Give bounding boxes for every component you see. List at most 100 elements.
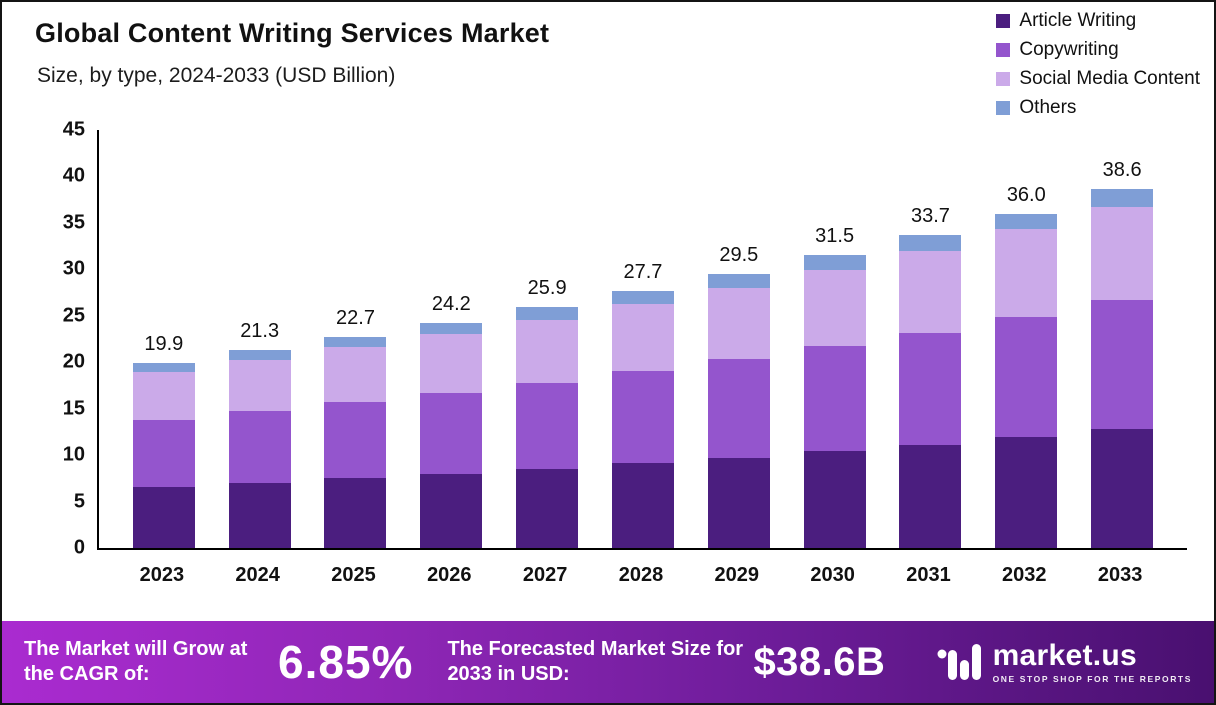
bar-segment-article-writing xyxy=(420,473,483,548)
bar-segment-copywriting xyxy=(995,316,1058,438)
stacked-bar-2031: 33.7 xyxy=(899,205,962,548)
bar-segment-social-media-content xyxy=(516,319,579,383)
bar-segment-article-writing xyxy=(516,469,579,548)
y-axis-tick: 45 xyxy=(62,118,85,141)
y-axis-tick: 20 xyxy=(62,350,85,373)
bar-segment-others xyxy=(707,274,770,288)
bar-segment-social-media-content xyxy=(228,360,291,412)
x-axis-label: 2023 xyxy=(139,564,185,586)
x-axis-label: 2028 xyxy=(618,564,664,586)
bar-segment-article-writing xyxy=(228,482,291,548)
marketus-logo-text: market.us xyxy=(992,638,1138,672)
bar-stack xyxy=(420,323,483,548)
bar-stack xyxy=(899,235,962,548)
bar-segment-copywriting xyxy=(1091,300,1154,430)
bar-total-label: 38.6 xyxy=(1102,159,1142,182)
bar-segment-others xyxy=(516,307,579,320)
stacked-bar-2024: 21.3 xyxy=(228,320,291,548)
bar-segment-social-media-content xyxy=(324,347,387,403)
bottom-banner: The Market will Grow at the CAGR of: 6.8… xyxy=(2,621,1214,703)
bar-segment-copywriting xyxy=(228,411,291,483)
bar-segment-article-writing xyxy=(995,437,1058,548)
stacked-bar-2027: 25.9 xyxy=(516,277,579,548)
bar-segment-copywriting xyxy=(803,346,866,452)
x-axis-label: 2031 xyxy=(906,564,951,586)
bar-segment-social-media-content xyxy=(611,303,674,371)
legend-swatch xyxy=(996,14,1011,28)
bar-total-label: 25.9 xyxy=(527,277,567,300)
legend-item: Social Media Content xyxy=(996,68,1200,90)
forecast-value: $38.6B xyxy=(753,639,886,684)
stacked-bar-2025: 22.7 xyxy=(324,307,387,548)
legend-label: Social Media Content xyxy=(1019,68,1200,89)
bar-segment-copywriting xyxy=(516,382,579,470)
bar-segment-copywriting xyxy=(611,370,674,464)
legend: Article Writing Copywriting Social Media C… xyxy=(996,10,1200,119)
bar-stack xyxy=(995,213,1058,548)
bar-segment-social-media-content xyxy=(899,250,962,333)
bar-segment-article-writing xyxy=(707,457,770,548)
bar-segment-social-media-content xyxy=(420,334,483,393)
bar-segment-social-media-content xyxy=(707,287,770,360)
bar-segment-others xyxy=(1091,189,1154,208)
x-axis-label: 2029 xyxy=(714,564,760,586)
bar-stack xyxy=(611,290,674,548)
legend-label: Others xyxy=(1019,97,1077,118)
stacked-bar-2028: 27.7 xyxy=(611,260,674,548)
x-axis-labels: 2023 2024 2025 2026 2027 2028 2029 2030 2031 2032… xyxy=(97,564,1185,587)
stacked-bar-2033: 38.6 xyxy=(1091,159,1154,548)
marketus-logo: market.us ONE STOP SHOP FOR THE REPORTS xyxy=(937,640,1192,684)
bar-segment-others xyxy=(899,235,962,251)
bar-segment-others xyxy=(420,323,483,335)
bar-segment-social-media-content xyxy=(803,270,866,347)
plot-area: 19.9 21.3 22.7 24.2 25.9 27.7 29.5 31.5 33.7 36.0… xyxy=(63,119,1187,559)
legend-swatch xyxy=(996,43,1011,57)
bar-segment-social-media-content xyxy=(132,372,195,420)
bar-segment-others xyxy=(803,255,866,271)
stacked-bar-2026: 24.2 xyxy=(420,293,483,548)
stacked-bar-2023: 19.9 xyxy=(132,333,195,548)
y-axis-tick: 15 xyxy=(62,397,85,420)
bar-stack xyxy=(228,350,291,548)
x-axis-label: 2025 xyxy=(331,564,376,586)
bar-total-label: 22.7 xyxy=(336,307,375,330)
x-axis-label: 2027 xyxy=(522,564,568,586)
legend-label: Copywriting xyxy=(1019,39,1119,60)
bar-total-label: 21.3 xyxy=(240,320,280,343)
bar-segment-article-writing xyxy=(132,486,195,548)
y-axis-tick: 30 xyxy=(62,257,85,280)
bar-stack xyxy=(803,255,866,548)
cagr-value: 6.85% xyxy=(278,636,414,688)
stacked-bar-2032: 36.0 xyxy=(995,184,1058,548)
y-axis-tick: 5 xyxy=(73,490,85,513)
bar-segment-others xyxy=(324,337,387,348)
bar-segment-article-writing xyxy=(899,444,962,548)
x-axis-label: 2026 xyxy=(427,564,472,586)
x-axis-label: 2030 xyxy=(810,564,855,586)
forecast-label: The Forecasted Market Size for 2033 in U… xyxy=(447,638,744,685)
bar-segment-others xyxy=(228,350,291,361)
legend-label: Article Writing xyxy=(1019,10,1137,31)
bar-stack xyxy=(1091,189,1154,548)
y-axis-tick: 35 xyxy=(62,211,85,234)
bar-segment-article-writing xyxy=(324,478,387,548)
bar-total-label: 24.2 xyxy=(431,293,471,316)
bar-total-label: 33.7 xyxy=(910,205,950,227)
bar-total-label: 27.7 xyxy=(623,260,663,283)
y-axis-tick: 40 xyxy=(62,164,85,187)
x-axis-label: 2032 xyxy=(1002,564,1047,586)
bar-segment-article-writing xyxy=(803,451,866,548)
legend-item: Article Writing xyxy=(996,10,1200,32)
bar-segment-copywriting xyxy=(899,332,962,445)
y-axis-tick: 25 xyxy=(62,304,85,327)
legend-item: Copywriting xyxy=(996,39,1200,61)
bar-segment-copywriting xyxy=(420,392,483,474)
stacked-bar-2030: 31.5 xyxy=(803,225,866,548)
bar-total-label: 29.5 xyxy=(719,244,759,267)
x-axis-label: 2024 xyxy=(235,564,280,586)
bar-stack xyxy=(516,307,579,548)
bar-segment-copywriting xyxy=(707,359,770,458)
bar-segment-article-writing xyxy=(611,463,674,548)
legend-swatch xyxy=(996,101,1011,115)
